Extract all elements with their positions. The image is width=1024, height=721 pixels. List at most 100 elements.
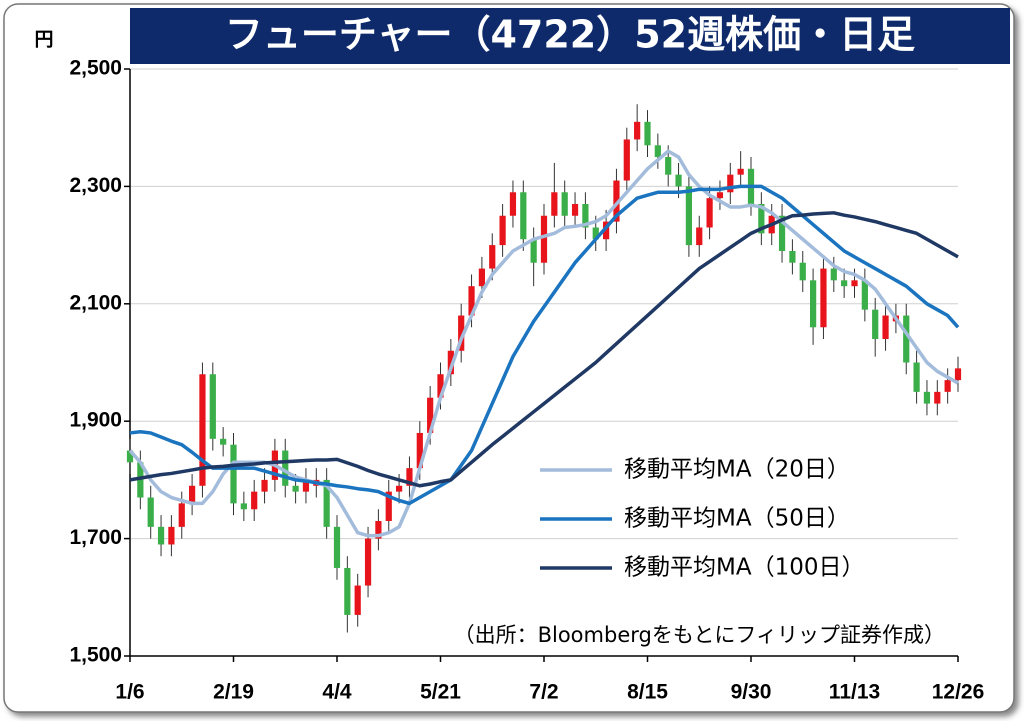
candle-body xyxy=(282,450,289,486)
legend-label: 移動平均MA（50日） xyxy=(624,506,850,532)
y-tick-label: 1,500 xyxy=(69,644,122,667)
candle-body xyxy=(561,192,568,216)
candle-body xyxy=(540,215,548,263)
candle-body xyxy=(841,280,848,287)
candle-body xyxy=(375,520,382,539)
candle-body xyxy=(126,450,134,463)
candle-body xyxy=(592,227,599,240)
candle-body xyxy=(623,139,630,181)
candle-body xyxy=(323,479,330,527)
candle-body xyxy=(778,215,786,251)
candle-body xyxy=(240,503,247,510)
legend-label: 移動平均MA（100日） xyxy=(624,555,864,581)
candle-body xyxy=(292,485,299,492)
candle-body xyxy=(209,374,216,439)
candle-body xyxy=(251,491,258,510)
candle-body xyxy=(634,121,641,140)
y-tick-label: 2,300 xyxy=(69,174,122,197)
candle-body xyxy=(468,286,475,316)
candle-body xyxy=(954,368,962,381)
candle-body xyxy=(602,221,610,240)
candle-body xyxy=(830,268,837,281)
source-note: （出所：Bloombergをもとにフィリップ証券作成） xyxy=(454,623,945,647)
candle-body xyxy=(354,585,361,615)
candle-body xyxy=(447,350,454,375)
candle-body xyxy=(571,204,579,216)
x-tick-label: 4/4 xyxy=(322,681,352,704)
candle-body xyxy=(696,227,703,246)
x-tick-label: 5/21 xyxy=(420,681,461,704)
candle-body xyxy=(188,485,196,504)
candle-body xyxy=(913,362,920,392)
candle-body xyxy=(665,157,672,175)
x-tick-label: 11/13 xyxy=(829,681,880,704)
x-tick-label: 7/2 xyxy=(529,681,558,704)
y-tick-label: 2,100 xyxy=(69,291,122,314)
y-unit: 円 xyxy=(34,29,53,51)
frame xyxy=(3,3,1015,713)
candle-body xyxy=(861,280,868,310)
candle-body xyxy=(923,391,931,404)
candle-body xyxy=(168,526,175,545)
candle-body xyxy=(416,432,423,469)
candle-body xyxy=(613,180,620,222)
candle-body xyxy=(530,239,537,263)
candle-body xyxy=(520,192,527,240)
candle-body xyxy=(385,491,392,521)
ma-line xyxy=(129,184,960,506)
candle-body xyxy=(427,397,434,433)
candle-body xyxy=(478,268,486,287)
candle-body xyxy=(934,391,941,404)
candle-body xyxy=(654,145,661,158)
candle-body xyxy=(302,479,310,492)
candle-body xyxy=(157,526,165,545)
x-tick-label: 9/30 xyxy=(731,681,772,704)
candle-body xyxy=(903,315,910,363)
y-tick-label: 1,900 xyxy=(69,409,122,432)
candle-body xyxy=(551,192,558,216)
candle-body xyxy=(737,168,744,175)
y-tick-label: 2,500 xyxy=(69,57,122,80)
candle-body xyxy=(147,497,154,527)
x-tick-label: 12/26 xyxy=(932,681,985,704)
candle-body xyxy=(344,567,351,615)
candle-body xyxy=(499,215,506,246)
candle-body xyxy=(706,198,713,228)
candle-body xyxy=(509,192,517,216)
candle-body xyxy=(333,526,341,568)
x-tick-label: 8/15 xyxy=(627,681,668,704)
candle-body xyxy=(220,438,227,445)
candle-body xyxy=(872,309,879,340)
candle-body xyxy=(851,280,858,287)
ma-line xyxy=(129,211,959,488)
candle-body xyxy=(644,121,651,146)
candle-body xyxy=(789,250,796,263)
candle-body xyxy=(727,174,734,193)
candle-body xyxy=(489,245,496,269)
candle-body xyxy=(406,468,413,486)
candle-body xyxy=(458,315,465,351)
candle-body xyxy=(820,268,827,328)
y-tick-label: 1,700 xyxy=(69,526,122,549)
candle-body xyxy=(437,374,444,398)
candle-body xyxy=(685,186,693,246)
candle-body xyxy=(261,479,268,492)
candle-body xyxy=(230,444,237,504)
candle-body xyxy=(582,204,589,228)
chart-title: フューチャー（4722）52週株価・日足 xyxy=(225,13,915,57)
candle-body xyxy=(364,538,372,586)
candle-body xyxy=(799,262,806,281)
candle-body xyxy=(178,503,185,527)
title-banner xyxy=(130,8,1010,64)
x-tick-label: 1/6 xyxy=(115,681,144,704)
candle-body xyxy=(199,374,206,486)
candle-body xyxy=(809,280,817,328)
x-tick-label: 2/19 xyxy=(213,681,254,704)
candle-body xyxy=(944,380,951,392)
candle-body xyxy=(882,315,889,340)
candle-body xyxy=(675,174,682,187)
candle-body xyxy=(758,204,765,234)
candle-body xyxy=(395,485,403,492)
candle-body xyxy=(716,192,724,199)
